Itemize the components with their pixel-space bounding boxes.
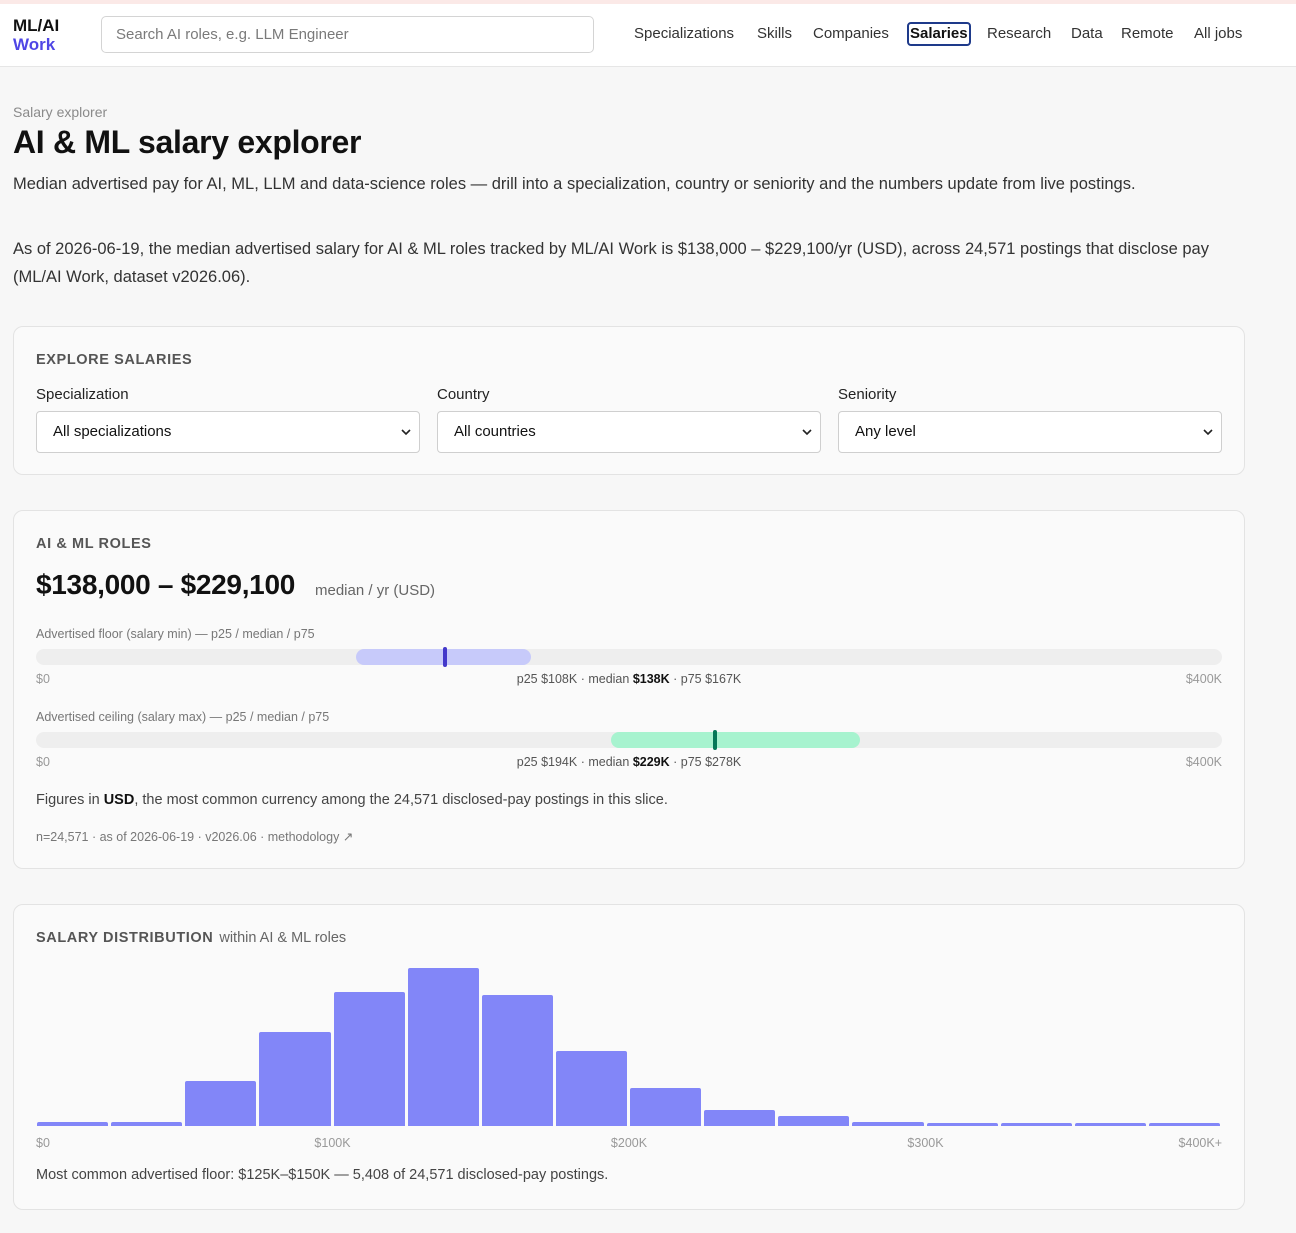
salary-summary-card: AI & ML ROLES $138,000 – $229,100 median… — [13, 510, 1245, 869]
distribution-title: SALARY DISTRIBUTION within AI & ML roles — [36, 930, 346, 946]
site-header: ML/AI Work Specializations Skills Compan… — [0, 4, 1296, 67]
ceiling-p75-text: · p75 $278K — [669, 755, 742, 769]
nav-research[interactable]: Research — [987, 25, 1052, 42]
histogram-tick-label: $300K — [907, 1136, 944, 1150]
seniority-label: Seniority — [838, 386, 897, 403]
filters-title: EXPLORE SALARIES — [36, 352, 193, 368]
seniority-value: Any level — [855, 423, 916, 440]
histogram-bar — [778, 1116, 850, 1126]
breadcrumb: Salary explorer — [13, 104, 108, 120]
floor-p75-text: · p75 $167K — [669, 672, 742, 686]
methodology-link[interactable]: n=24,571 · as of 2026-06-19 · v2026.06 ·… — [36, 830, 354, 844]
distribution-subtitle: within AI & ML roles — [219, 930, 347, 946]
main-nav: Specializations Skills Companies Salarie… — [0, 22, 1296, 48]
histogram-bar — [111, 1121, 183, 1126]
floor-median-text: $138K — [632, 672, 670, 686]
nav-data[interactable]: Data — [1071, 25, 1103, 42]
search-input[interactable] — [101, 16, 594, 53]
distribution-title-text: SALARY DISTRIBUTION — [36, 930, 214, 946]
histogram-bar — [704, 1110, 776, 1126]
currency-note: Figures in USD, the most common currency… — [36, 792, 668, 808]
floor-axis-max: $400K — [1185, 672, 1222, 686]
floor-stats: p25 $108K · median $138K · p75 $167K — [517, 672, 742, 686]
nav-salaries[interactable]: Salaries — [907, 22, 971, 46]
histogram-bar — [852, 1122, 924, 1126]
chevron-down-icon — [802, 429, 812, 436]
page-lead: Median advertised pay for AI, ML, LLM an… — [13, 175, 1136, 193]
ceiling-track — [36, 730, 1222, 750]
ceiling-iqr-range — [611, 732, 861, 748]
histogram-tick-label: $100K — [314, 1136, 351, 1150]
ceiling-axis-min: $0 — [36, 755, 50, 769]
currency-code: USD — [103, 792, 135, 808]
histogram-tick-label: $400K+ — [1178, 1136, 1222, 1150]
ceiling-p25-text: p25 $194K · median — [516, 755, 633, 769]
nav-skills[interactable]: Skills — [757, 25, 793, 42]
distribution-footer: Most common advertised floor: $125K–$150… — [36, 1167, 609, 1183]
histogram-bar — [333, 991, 405, 1126]
floor-p25-text: p25 $108K · median — [516, 672, 633, 686]
nav-remote[interactable]: Remote — [1121, 25, 1174, 42]
country-label: Country — [437, 386, 490, 403]
logo-line-2: Work — [13, 35, 56, 54]
site-logo[interactable]: ML/AI Work — [13, 16, 59, 54]
floor-bar-label: Advertised floor (salary min) — p25 / me… — [36, 627, 315, 641]
nav-all-jobs[interactable]: All jobs — [1194, 25, 1243, 42]
histogram-bar — [259, 1031, 331, 1126]
country-select[interactable]: All countries — [437, 411, 821, 453]
histogram-tick-label: $0 — [36, 1136, 50, 1150]
currency-note-suffix: , the most common currency among the 24,… — [134, 792, 668, 808]
nav-specializations[interactable]: Specializations — [634, 25, 735, 42]
chevron-down-icon — [1203, 429, 1213, 436]
filters-card: EXPLORE SALARIES Specialization All spec… — [13, 326, 1245, 475]
salary-range-suffix: median / yr (USD) — [315, 582, 436, 599]
histogram-bar — [555, 1050, 627, 1126]
seniority-select[interactable]: Any level — [838, 411, 1222, 453]
histogram-bar — [1148, 1123, 1220, 1126]
specialization-value: All specializations — [53, 423, 172, 440]
logo-line-1: ML/AI — [13, 16, 60, 35]
histogram-bar — [926, 1123, 998, 1126]
histogram-bar — [37, 1121, 109, 1126]
ceiling-stats: p25 $194K · median $229K · p75 $278K — [517, 755, 742, 769]
floor-median-marker — [443, 647, 448, 667]
summary-title: AI & ML ROLES — [36, 536, 152, 552]
histogram-bar — [1000, 1123, 1072, 1126]
histogram-bar — [407, 968, 479, 1126]
floor-track — [36, 647, 1222, 667]
histogram-bar — [630, 1087, 702, 1126]
histogram-bar — [481, 994, 553, 1126]
salary-histogram: $0 $100K $200K $300K $400K+ — [14, 905, 1246, 1155]
country-value: All countries — [454, 423, 536, 440]
specialization-select[interactable]: All specializations — [36, 411, 420, 453]
specialization-label: Specialization — [36, 386, 129, 403]
chevron-down-icon — [401, 429, 411, 436]
ceiling-median-marker — [712, 730, 717, 750]
histogram-bar — [1074, 1123, 1146, 1126]
ceiling-median-text: $229K — [632, 755, 670, 769]
ceiling-axis-max: $400K — [1185, 755, 1222, 769]
currency-note-prefix: Figures in — [36, 792, 104, 808]
page-title: AI & ML salary explorer — [13, 124, 362, 160]
floor-axis-min: $0 — [36, 672, 50, 686]
top-accent-line — [0, 0, 1296, 4]
salary-range: $138,000 – $229,100 — [36, 569, 296, 600]
salary-distribution-card: SALARY DISTRIBUTION within AI & ML roles … — [13, 904, 1245, 1210]
page-summary: As of 2026-06-19, the median advertised … — [13, 240, 1209, 286]
histogram-tick-label: $200K — [610, 1136, 648, 1150]
histogram-bar — [185, 1080, 257, 1126]
nav-companies[interactable]: Companies — [813, 25, 889, 42]
ceiling-bar-label: Advertised ceiling (salary max) — p25 / … — [36, 710, 330, 724]
